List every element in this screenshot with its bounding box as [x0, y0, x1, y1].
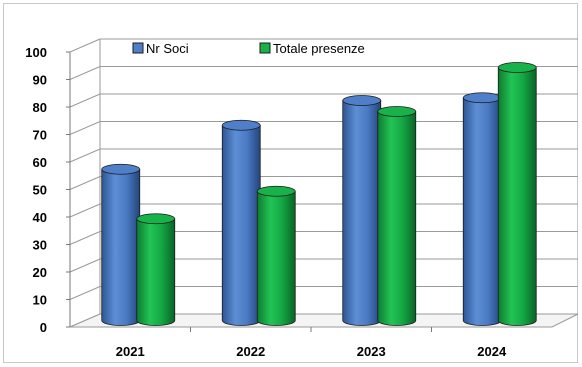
y-axis-ticks: 0 10 20 30 40 50 60 70 80 90 100	[25, 45, 70, 335]
y-tick-label-10: 10	[33, 293, 47, 308]
y-tick-label-40: 40	[33, 210, 47, 225]
bar-totale-presenze-2021	[136, 213, 176, 326]
bar-body	[221, 124, 261, 326]
y-tick-label-80: 80	[33, 100, 47, 115]
x-tick-label-2024: 2024	[477, 344, 507, 359]
bar-body	[377, 111, 417, 326]
bar-body	[101, 168, 141, 326]
gridline-side-30	[69, 231, 101, 245]
chart-floor	[69, 313, 579, 328]
bar-nr-soci-2024	[462, 92, 502, 326]
bar-body	[462, 97, 502, 326]
bar-totale-presenze-2022	[256, 185, 296, 326]
bar-body	[256, 190, 296, 326]
bar-nr-soci-2023	[342, 95, 382, 326]
gridline-side-80	[69, 93, 101, 108]
bar-body	[136, 218, 176, 326]
gridline-side-100	[69, 38, 101, 53]
gridline-side-10	[69, 286, 101, 300]
bar-nr-soci-2021	[101, 163, 141, 326]
legend-label-0: Nr Soci	[146, 41, 189, 56]
y-tick-label-60: 60	[33, 155, 47, 170]
gridline-side-90	[69, 66, 101, 80]
bar-top-cap	[497, 62, 537, 73]
gridline-side-50	[69, 176, 101, 190]
x-tick-label-2021: 2021	[116, 344, 145, 359]
legend-swatch-1	[259, 42, 271, 54]
legend: Nr Soci Totale presenze	[132, 41, 365, 56]
y-tick-label-30: 30	[33, 238, 47, 253]
bar-top-cap	[101, 163, 141, 175]
bar-top-cap	[136, 213, 176, 225]
bar-top-cap	[377, 106, 417, 117]
gridline-side-20	[69, 258, 101, 273]
bar-nr-soci-2022	[221, 119, 261, 326]
bar-top-cap	[342, 95, 382, 106]
legend-label-1: Totale presenze	[273, 41, 365, 56]
bar-totale-presenze-2024	[497, 62, 537, 326]
y-tick-label-70: 70	[33, 128, 47, 143]
x-axis-ticks: 2021 2022 2023 2024	[116, 327, 507, 359]
legend-swatch-0	[132, 42, 144, 54]
y-tick-label-100: 100	[25, 45, 47, 60]
bars	[101, 62, 537, 326]
x-tick-label-2022: 2022	[236, 344, 265, 359]
bar-top-cap	[221, 119, 261, 131]
gridline-side-60	[69, 148, 101, 163]
bar-body	[342, 100, 382, 326]
y-tick-label-0: 0	[40, 320, 47, 335]
bar-body	[497, 67, 537, 326]
gridline-side-70	[69, 121, 101, 135]
y-tick-label-50: 50	[33, 183, 47, 198]
bar-top-cap	[462, 92, 502, 104]
y-tick-label-20: 20	[33, 265, 47, 280]
x-tick-label-2023: 2023	[357, 344, 386, 359]
y-tick-label-90: 90	[33, 73, 47, 88]
bar-top-cap	[256, 185, 296, 197]
bar-totale-presenze-2023	[377, 106, 417, 326]
gridline-side-40	[69, 203, 101, 218]
